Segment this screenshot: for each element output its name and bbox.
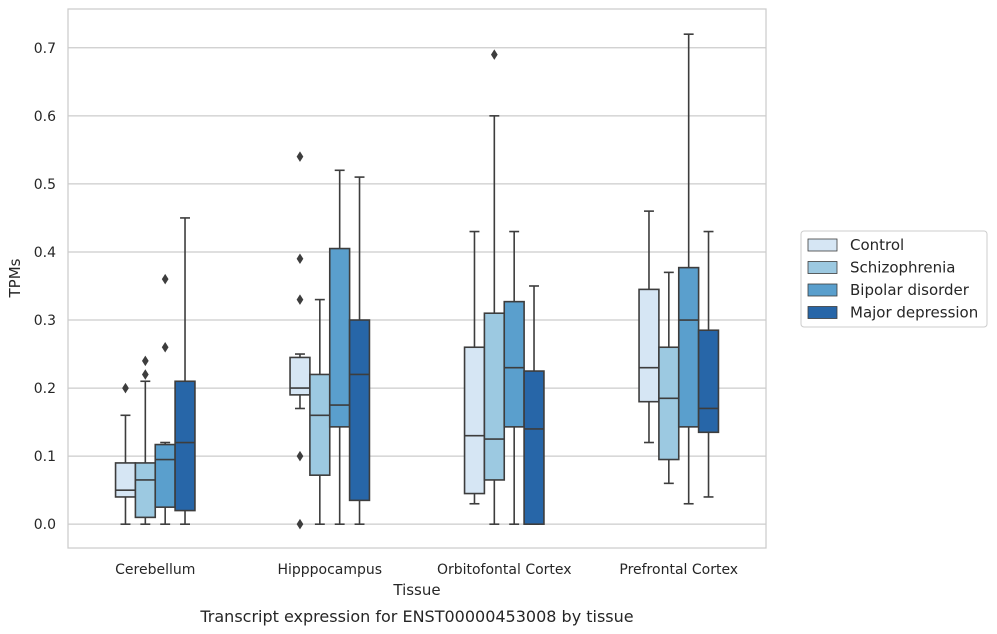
box: [289, 151, 311, 530]
box-body: [328, 247, 351, 428]
legend-label: Major depression: [850, 304, 978, 322]
box-body: [523, 370, 545, 525]
legend-swatch: [807, 283, 838, 297]
outlier-point: [296, 450, 304, 462]
y-tick-label: 0.6: [34, 109, 56, 125]
legend-label: Schizophrenia: [850, 259, 955, 277]
box-body: [483, 312, 506, 481]
outlier-point: [296, 518, 304, 530]
outlier-point: [161, 341, 169, 353]
box-body: [134, 462, 157, 519]
box: [154, 273, 176, 525]
legend-frame: [800, 230, 988, 328]
x-tick-label: Hipppocampus: [277, 562, 382, 578]
x-axis-label: Tissue: [392, 581, 440, 599]
box-body: [677, 266, 700, 428]
box-body: [174, 380, 196, 512]
box: [174, 217, 196, 525]
box: [348, 176, 371, 525]
y-axis-label: TPMs: [6, 258, 24, 298]
box: [523, 285, 545, 525]
box: [309, 298, 331, 525]
chart-caption: Transcript expression for ENST0000045300…: [199, 607, 633, 626]
x-tick-label: Prefrontal Cortex: [619, 562, 738, 578]
y-tick-label: 0.1: [34, 449, 56, 465]
outlier-point: [296, 151, 304, 162]
outlier-point: [141, 369, 149, 380]
box-body: [697, 329, 720, 434]
outlier-point: [141, 355, 149, 367]
outlier-point: [122, 382, 129, 394]
legend-label: Bipolar disorder: [850, 281, 970, 299]
box-body: [309, 373, 331, 476]
plot-frame: [67, 8, 767, 549]
box: [134, 355, 157, 525]
x-tick-label: Cerebellum: [115, 562, 195, 578]
outlier-point: [490, 49, 498, 60]
legend-label: Control: [850, 236, 904, 254]
box-body: [658, 346, 680, 461]
box: [677, 33, 700, 505]
box-body: [503, 300, 525, 428]
box-body: [289, 356, 311, 396]
y-tick-label: 0.5: [34, 177, 56, 193]
box: [638, 210, 660, 444]
box: [483, 49, 506, 525]
legend: Control Schizophrenia Bipolar disorder Majo…: [800, 230, 988, 328]
box: [328, 169, 351, 525]
outlier-point: [296, 253, 304, 265]
x-axis-ticks: Cerebellum Hipppocampus Orbitofontal Corte…: [115, 562, 738, 578]
y-tick-label: 0.2: [34, 381, 56, 397]
y-tick-label: 0.3: [34, 313, 56, 329]
box-body: [114, 462, 137, 498]
box: [503, 230, 525, 525]
box-body: [348, 319, 371, 502]
box-series: [114, 33, 720, 530]
legend-swatch: [807, 261, 838, 274]
box-body: [154, 443, 176, 508]
box: [697, 230, 720, 498]
outlier-point: [296, 294, 304, 305]
y-axis-ticks: 0.0 0.1 0.2 0.3 0.4 0.5 0.6 0.7: [34, 41, 56, 533]
y-tick-label: 0.7: [34, 41, 56, 57]
box-body: [638, 288, 660, 403]
box: [658, 271, 680, 485]
outlier-point: [161, 273, 169, 285]
box-body: [463, 346, 486, 495]
y-tick-label: 0.4: [34, 245, 56, 261]
legend-swatch: [807, 306, 838, 319]
box: [463, 230, 486, 505]
y-tick-label: 0.0: [34, 517, 56, 533]
x-tick-label: Orbitofontal Cortex: [437, 562, 572, 578]
box: [114, 382, 137, 525]
legend-swatch: [807, 238, 838, 252]
